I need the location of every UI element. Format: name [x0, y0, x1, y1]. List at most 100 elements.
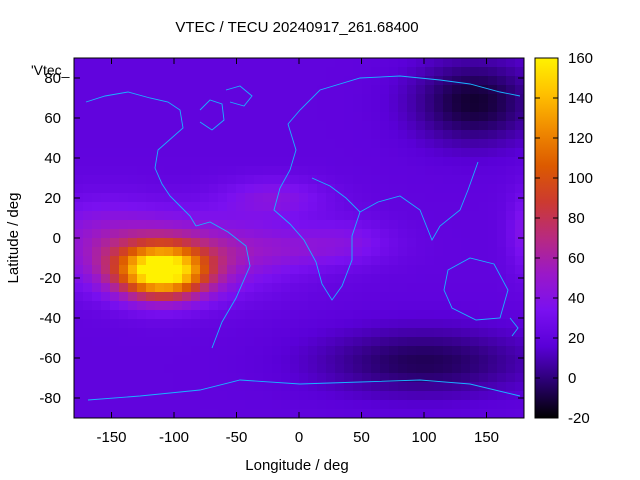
heatmap-cell: [353, 292, 363, 302]
heatmap-cell: [479, 130, 489, 140]
heatmap-cell: [110, 265, 120, 275]
heatmap-cell: [173, 319, 183, 329]
heatmap-cell: [380, 166, 390, 176]
heatmap-cell: [317, 238, 327, 248]
heatmap-cell: [92, 76, 102, 86]
heatmap-cell: [137, 283, 147, 293]
heatmap-cell: [254, 220, 264, 230]
heatmap-cell: [470, 391, 480, 401]
heatmap-cell: [434, 148, 444, 158]
heatmap-cell: [506, 157, 516, 167]
heatmap-cell: [344, 310, 354, 320]
heatmap-cell: [200, 409, 210, 418]
heatmap-cell: [83, 274, 93, 284]
heatmap-cell: [308, 364, 318, 374]
heatmap-cell: [506, 400, 516, 410]
heatmap-cell: [362, 139, 372, 149]
heatmap-cell: [155, 148, 165, 158]
heatmap-cell: [272, 382, 282, 392]
heatmap-cell: [74, 283, 84, 293]
heatmap-cell: [137, 346, 147, 356]
heatmap-cell: [479, 184, 489, 194]
heatmap-cell: [470, 121, 480, 131]
heatmap-cell: [398, 364, 408, 374]
heatmap-cell: [218, 328, 228, 338]
heatmap-cell: [254, 283, 264, 293]
heatmap-cell: [191, 211, 201, 221]
heatmap-cell: [83, 229, 93, 239]
heatmap-cell: [182, 238, 192, 248]
heatmap-cell: [398, 175, 408, 185]
heatmap-cell: [407, 319, 417, 329]
heatmap-cell: [245, 229, 255, 239]
heatmap-cell: [326, 364, 336, 374]
heatmap-cell: [83, 247, 93, 257]
heatmap-cell: [389, 58, 399, 68]
heatmap-cell: [128, 292, 138, 302]
heatmap-cell: [335, 94, 345, 104]
heatmap-cell: [425, 76, 435, 86]
heatmap-cell: [389, 229, 399, 239]
heatmap-cell: [236, 148, 246, 158]
heatmap-cell: [479, 175, 489, 185]
heatmap-cell: [272, 346, 282, 356]
heatmap-cell: [173, 373, 183, 383]
heatmap-cell: [146, 373, 156, 383]
heatmap-cell: [83, 85, 93, 95]
heatmap-cell: [308, 292, 318, 302]
heatmap-cell: [308, 139, 318, 149]
heatmap-cell: [362, 310, 372, 320]
heatmap-cell: [128, 103, 138, 113]
heatmap-cell: [218, 337, 228, 347]
heatmap-cell: [452, 292, 462, 302]
heatmap-cell: [452, 202, 462, 212]
heatmap-cell: [128, 76, 138, 86]
heatmap-cell: [434, 355, 444, 365]
heatmap-cell: [425, 400, 435, 410]
heatmap-cell: [380, 364, 390, 374]
heatmap-cell: [335, 391, 345, 401]
heatmap-cell: [317, 193, 327, 203]
heatmap-cell: [407, 238, 417, 248]
chart-title: VTEC / TECU 20240917_261.68400: [175, 19, 418, 36]
heatmap-cell: [101, 328, 111, 338]
heatmap-cell: [380, 382, 390, 392]
heatmap-cell: [173, 103, 183, 113]
heatmap-cell: [209, 301, 219, 311]
heatmap-cell: [470, 76, 480, 86]
heatmap-cell: [227, 175, 237, 185]
heatmap-cell: [119, 409, 129, 418]
heatmap-cell: [200, 310, 210, 320]
heatmap-cell: [218, 238, 228, 248]
heatmap-cell: [236, 175, 246, 185]
heatmap-cell: [515, 319, 524, 329]
heatmap-cell: [416, 184, 426, 194]
heatmap-cell: [209, 184, 219, 194]
heatmap-cell: [200, 301, 210, 311]
heatmap-cell: [245, 67, 255, 77]
heatmap-cell: [488, 382, 498, 392]
heatmap-cell: [290, 355, 300, 365]
heatmap-cell: [146, 85, 156, 95]
heatmap-cell: [515, 121, 524, 131]
heatmap-cell: [128, 202, 138, 212]
heatmap-cell: [398, 346, 408, 356]
y-tick-label: -60: [39, 350, 61, 367]
heatmap-cell: [371, 103, 381, 113]
heatmap-cell: [137, 148, 147, 158]
y-tick-label: 60: [44, 110, 61, 127]
heatmap-cell: [362, 292, 372, 302]
heatmap-cell: [497, 85, 507, 95]
x-axis-label: Longitude / deg: [245, 457, 348, 474]
heatmap-cell: [290, 67, 300, 77]
heatmap-cell: [362, 301, 372, 311]
heatmap-cell: [290, 382, 300, 392]
heatmap-cell: [506, 265, 516, 275]
heatmap-cell: [92, 148, 102, 158]
heatmap-cell: [245, 319, 255, 329]
heatmap-cell: [488, 337, 498, 347]
heatmap-cell: [92, 310, 102, 320]
heatmap-cell: [515, 310, 524, 320]
heatmap-cell: [245, 391, 255, 401]
heatmap-cell: [236, 193, 246, 203]
